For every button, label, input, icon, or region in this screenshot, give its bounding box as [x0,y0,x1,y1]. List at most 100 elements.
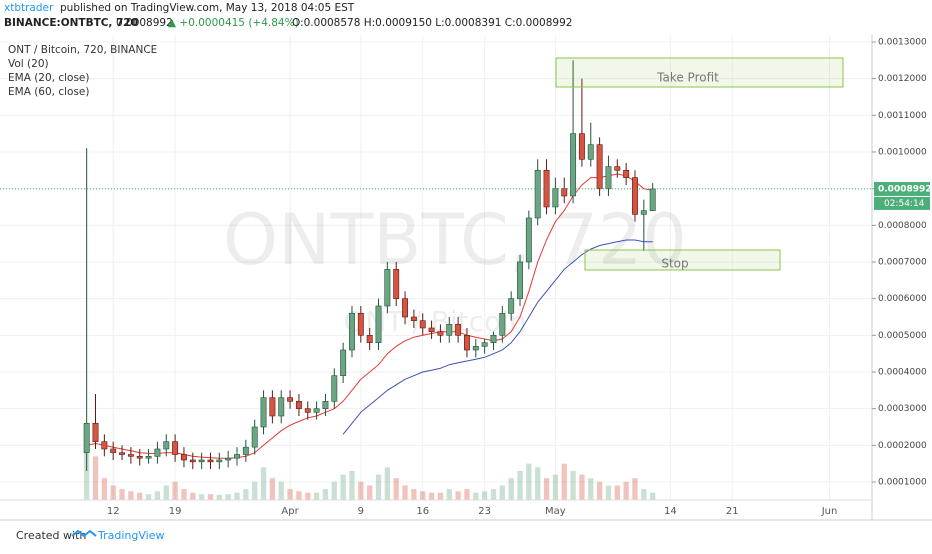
volume-bar [473,492,479,500]
candle-body [446,324,453,336]
candle-body [464,335,470,351]
y-tick-label: 0.0007000 [878,257,927,267]
y-tick-label: 0.0013000 [878,37,927,47]
candle-body [189,459,196,463]
candle-body [472,346,479,351]
candle-body [225,457,232,461]
candle-body [357,313,364,336]
candle-body [180,454,187,461]
y-tick-label: 0.0011000 [878,111,927,121]
price: 0.0008992 [116,17,173,29]
x-tick-label: 12 [107,506,120,517]
volume-bar [632,478,638,500]
volume-bar [490,489,497,500]
candle-body [163,441,170,450]
candle-body [304,408,311,413]
volume-bar [145,494,152,500]
volume-bar [234,492,240,500]
volume-bar [154,491,161,500]
y-tick-label: 0.0001000 [878,477,927,487]
candle-body [375,305,382,343]
volume-bar [596,481,603,500]
x-tick-label: May [545,506,566,517]
volume-bar [101,478,108,500]
candle-body [587,144,594,160]
volume-bar [499,485,505,500]
volume-bar [322,489,329,500]
candle-body [455,324,462,336]
volume-bar [216,494,222,500]
candle-body [534,170,541,219]
volume-bar [225,494,231,500]
volume-bar [543,478,550,500]
volume-bar [278,481,284,500]
published: published on TradingView.com, May 13, 20… [60,2,355,14]
y-tick-label: 0.0010000 [878,147,927,157]
candle-body [437,331,444,336]
candle-body [402,298,408,318]
candle-body [570,133,577,197]
candle-body [313,408,320,413]
volume-bar [526,463,532,500]
candle-body [172,441,179,455]
volume-bar [552,474,559,500]
volume-bar [207,494,214,500]
y-tick-label: 0.0012000 [878,74,927,84]
volume-bar [110,485,116,500]
volume-bar [92,456,99,500]
candle-body [561,188,568,197]
candle-body [145,456,152,459]
candle-body [366,335,373,343]
volume-bar [181,489,187,500]
volume-bar [367,485,373,500]
ema-line [86,173,653,459]
volume-bar [464,489,470,500]
candle-body [207,459,214,463]
brand[interactable]: TradingView [97,529,164,542]
candle-body [110,448,117,453]
volume-bar [198,494,205,500]
candle-body [499,313,506,336]
volume-bar [481,491,488,500]
candle-body [242,446,249,455]
x-tick-label: 21 [726,506,739,517]
candle-body [614,166,621,171]
volume-bar [331,481,337,500]
candle-body [428,327,435,332]
author[interactable]: xtbtrader [4,2,54,14]
candle-body [269,397,276,417]
volume-bar [172,481,178,500]
candle-body [278,397,285,417]
x-tick-label: Jun [821,506,838,517]
volume-bar [508,478,514,500]
watermark: ONTBTC, 720 [223,199,687,281]
candle-body [136,456,143,459]
tv-logo [71,529,97,538]
candle-body [331,375,338,402]
x-tick-label: 19 [169,506,182,517]
candle-body [552,188,559,208]
y-tick-label: 0.0005000 [878,331,927,341]
countdown-box [874,196,930,210]
candle-body [508,298,515,314]
candle-body [525,217,532,263]
candle-body [83,423,90,453]
candle-body [632,177,638,215]
y-tick-label: 0.0006000 [878,294,927,304]
volume-bar [641,489,647,500]
volume-bar [163,485,169,500]
volume-bar [579,474,585,500]
candle-body [640,210,647,215]
candle-body [287,397,294,402]
x-tick-label: 23 [478,506,491,517]
candle-body [198,459,205,463]
volume-bar [128,491,134,500]
volume-bar [305,492,311,500]
symbol: BINANCE:ONTBTC, 720 [4,17,138,29]
take-profit-box [555,57,844,88]
volume-bar [614,485,620,500]
candle-body [251,426,258,448]
volume-bar [296,491,302,500]
